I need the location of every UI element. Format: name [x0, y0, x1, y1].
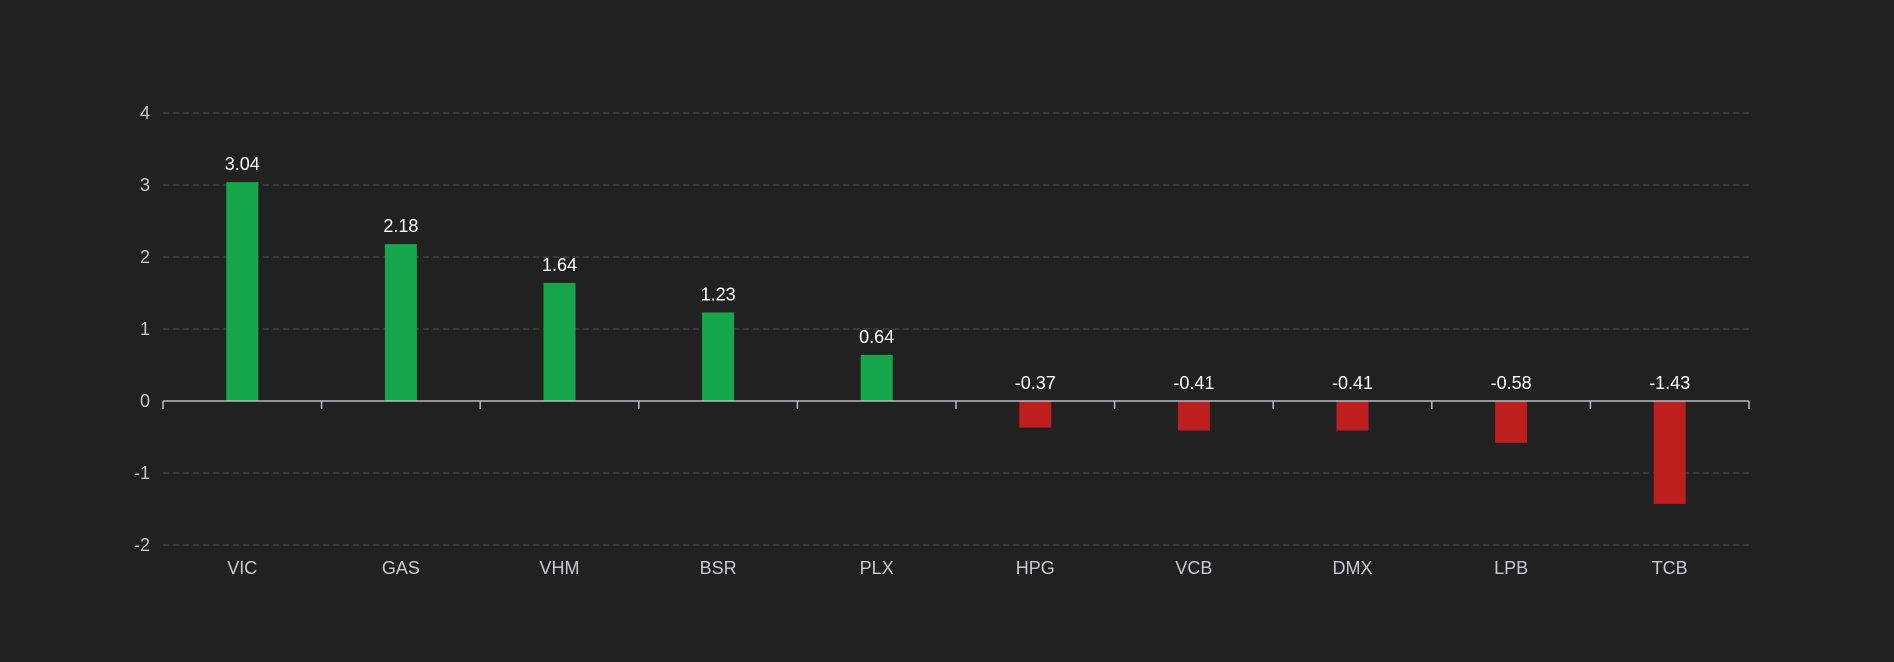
bar — [1177, 401, 1210, 431]
labels: 4 3 2 1 0 -1 -2 3.04 VIC 2.18 GAS 1.64 VHM 1.23 BSR 0.6… — [134, 103, 1690, 578]
bar — [1495, 401, 1528, 443]
bar — [860, 354, 893, 401]
bar — [1019, 401, 1052, 428]
x-axis — [162, 400, 1750, 409]
grid-lines — [163, 112, 1749, 546]
y-tick-label: -1 — [134, 463, 150, 483]
x-tick-label: VCB — [1175, 558, 1212, 578]
bar — [384, 244, 417, 401]
x-tick-label: BSR — [700, 558, 737, 578]
bar — [1336, 401, 1369, 431]
x-tick-label: VHM — [540, 558, 580, 578]
data-label: 1.64 — [542, 255, 577, 275]
data-label: 1.23 — [701, 284, 736, 304]
x-tick-label: GAS — [382, 558, 420, 578]
bar — [1653, 401, 1686, 504]
x-tick-label: VIC — [227, 558, 257, 578]
y-tick-label: 3 — [140, 175, 150, 195]
x-tick-label: LPB — [1494, 558, 1528, 578]
data-label: 2.18 — [383, 216, 418, 236]
bars — [226, 182, 1686, 504]
y-tick-label: 0 — [140, 391, 150, 411]
bar — [543, 282, 576, 401]
data-label: -0.58 — [1491, 373, 1532, 393]
x-tick-label: PLX — [860, 558, 894, 578]
y-tick-label: -2 — [134, 535, 150, 555]
y-tick-label: 1 — [140, 319, 150, 339]
x-tick-label: HPG — [1016, 558, 1055, 578]
data-label: 0.64 — [859, 327, 894, 347]
y-tick-label: 2 — [140, 247, 150, 267]
data-label: -0.41 — [1173, 373, 1214, 393]
bar — [226, 182, 259, 401]
x-tick-label: DMX — [1333, 558, 1373, 578]
data-label: -0.41 — [1332, 373, 1373, 393]
data-label: -0.37 — [1015, 373, 1056, 393]
data-label: -1.43 — [1649, 373, 1690, 393]
x-tick-label: TCB — [1652, 558, 1688, 578]
bar — [702, 312, 735, 401]
y-tick-label: 4 — [140, 103, 150, 123]
data-label: 3.04 — [225, 154, 260, 174]
